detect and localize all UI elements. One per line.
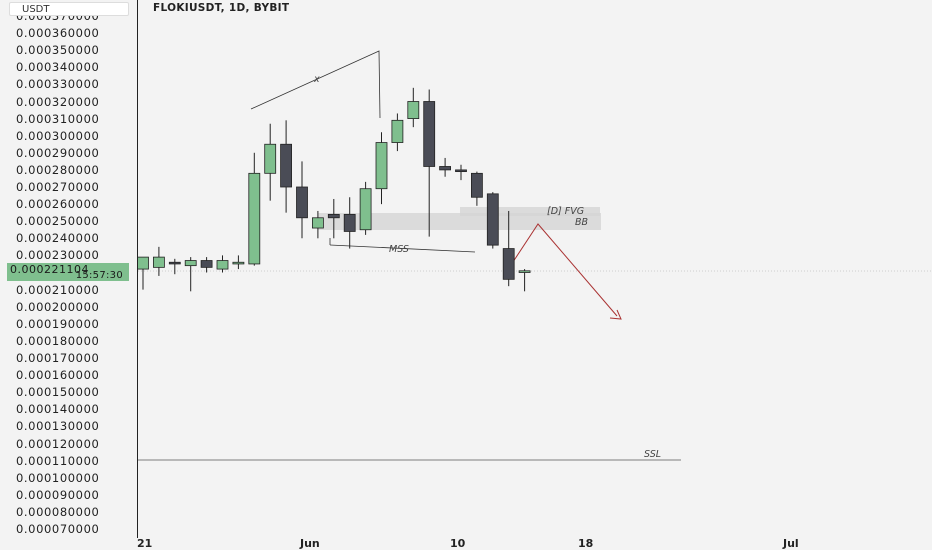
candle-countdown: 15:57:30 bbox=[75, 270, 123, 281]
candle-bullish[interactable] bbox=[137, 256, 149, 270]
bb-label: BB bbox=[575, 217, 588, 228]
candle-bearish[interactable] bbox=[168, 261, 181, 265]
projection-arrowhead bbox=[609, 309, 622, 320]
candle-bearish[interactable] bbox=[296, 186, 308, 219]
candle-bearish[interactable] bbox=[439, 166, 452, 171]
price-tick: 0.000300000 bbox=[16, 128, 100, 143]
candle-bullish[interactable] bbox=[184, 260, 197, 267]
candle-bearish[interactable] bbox=[502, 248, 515, 280]
candle-bearish[interactable] bbox=[280, 143, 293, 188]
candle-bearish[interactable] bbox=[470, 172, 483, 198]
price-tick: 0.000150000 bbox=[16, 385, 100, 400]
candle-bullish[interactable] bbox=[359, 188, 372, 231]
candle-bullish[interactable] bbox=[248, 172, 261, 265]
price-tick: 0.000100000 bbox=[16, 470, 100, 485]
candle-bearish[interactable] bbox=[343, 213, 356, 232]
price-tick: 0.000250000 bbox=[16, 214, 100, 229]
candle-bullish[interactable] bbox=[216, 260, 229, 270]
candles-group bbox=[137, 87, 531, 292]
price-tick: 0.000190000 bbox=[16, 316, 100, 331]
price-tick: 0.000200000 bbox=[16, 299, 100, 314]
price-tick: 0.000360000 bbox=[16, 26, 100, 41]
price-tick: 0.000230000 bbox=[16, 248, 100, 263]
symbol-title: FLOKIUSDT, 1D, BYBIT bbox=[153, 2, 290, 14]
candle-bearish[interactable] bbox=[486, 193, 499, 246]
candle-bullish[interactable] bbox=[391, 119, 404, 143]
price-tick: 0.000080000 bbox=[16, 504, 100, 519]
candle-bearish[interactable] bbox=[423, 101, 436, 167]
fvg-label: [D] FVG bbox=[547, 206, 584, 217]
price-tick: 0.000260000 bbox=[16, 197, 100, 212]
price-tick: 0.000070000 bbox=[16, 522, 100, 536]
date-label-jul: Jul bbox=[783, 537, 799, 550]
candle-bullish[interactable] bbox=[407, 101, 420, 120]
price-tick: 0.000120000 bbox=[16, 436, 100, 451]
price-tick: 0.000320000 bbox=[16, 94, 100, 109]
price-tick: 0.000210000 bbox=[16, 282, 100, 297]
price-tick: 0.000310000 bbox=[16, 111, 100, 126]
price-tick: 0.000280000 bbox=[16, 162, 100, 177]
price-tick: 0.000110000 bbox=[16, 453, 100, 468]
mss-label: MSS bbox=[389, 244, 409, 255]
candle-bullish[interactable] bbox=[152, 256, 165, 268]
price-tick: 0.000270000 bbox=[16, 180, 100, 194]
date-label-18: 18 bbox=[578, 537, 594, 550]
x-label: x bbox=[313, 74, 320, 85]
ssl-label: SSL bbox=[644, 449, 661, 460]
price-tick: 0.000130000 bbox=[16, 419, 100, 434]
fvg-zone[interactable] bbox=[460, 207, 600, 216]
candle-bearish[interactable] bbox=[200, 260, 213, 268]
mss-line[interactable] bbox=[329, 244, 476, 253]
price-tick: 0.000290000 bbox=[16, 145, 100, 160]
date-label-10: 10 bbox=[450, 537, 466, 550]
price-tick: 0.000160000 bbox=[16, 368, 100, 383]
price-tick: 0.000090000 bbox=[16, 487, 100, 502]
bb-zone[interactable] bbox=[318, 213, 601, 230]
price-tick: 0.000170000 bbox=[16, 351, 100, 365]
current-price-tag: 0.000221104 15:57:30 bbox=[7, 263, 129, 281]
date-label-jun: Jun bbox=[300, 537, 320, 550]
candle-bullish[interactable] bbox=[518, 270, 531, 273]
price-tick: 0.000180000 bbox=[16, 333, 100, 348]
candle-bullish[interactable] bbox=[232, 261, 245, 265]
price-tick: 0.000340000 bbox=[16, 60, 100, 75]
candle-bullish[interactable] bbox=[311, 217, 324, 229]
current-price-value: 0.000221104 bbox=[10, 263, 89, 276]
price-tick: 0.000350000 bbox=[16, 43, 100, 58]
candle-bullish[interactable] bbox=[375, 142, 388, 190]
price-tick: 0.000240000 bbox=[16, 231, 100, 246]
date-label-21: 21 bbox=[137, 537, 153, 550]
projection-path[interactable] bbox=[508, 223, 618, 317]
candle-bearish[interactable] bbox=[455, 169, 467, 173]
unit-selector[interactable]: USDT bbox=[9, 2, 129, 16]
price-axis-divider bbox=[137, 0, 138, 538]
swing-line[interactable] bbox=[250, 50, 381, 119]
price-tick: 0.000140000 bbox=[16, 402, 100, 417]
candle-bullish[interactable] bbox=[264, 143, 277, 174]
candle-bearish[interactable] bbox=[327, 213, 340, 219]
price-tick: 0.000330000 bbox=[16, 77, 100, 92]
